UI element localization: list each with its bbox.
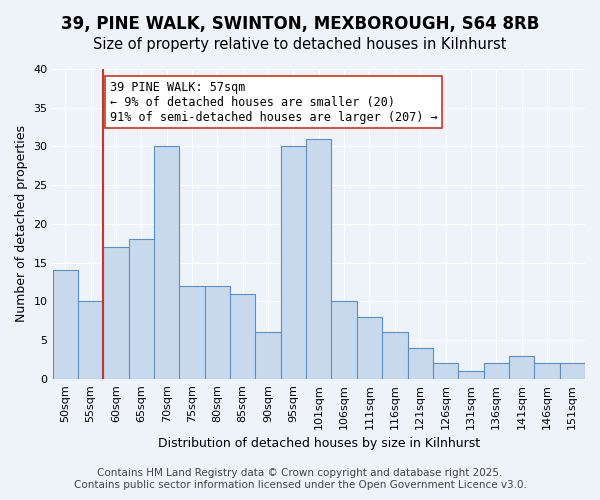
Bar xyxy=(78,302,103,379)
Bar xyxy=(205,286,230,379)
Text: Contains HM Land Registry data © Crown copyright and database right 2025.
Contai: Contains HM Land Registry data © Crown c… xyxy=(74,468,526,490)
Bar xyxy=(534,364,560,379)
Bar xyxy=(484,364,509,379)
Bar xyxy=(281,146,306,379)
Text: 39 PINE WALK: 57sqm
← 9% of detached houses are smaller (20)
91% of semi-detache: 39 PINE WALK: 57sqm ← 9% of detached hou… xyxy=(110,80,437,124)
Bar xyxy=(407,348,433,379)
Bar xyxy=(53,270,78,379)
Bar xyxy=(357,317,382,379)
Bar xyxy=(560,364,585,379)
Bar xyxy=(256,332,281,379)
Text: 39, PINE WALK, SWINTON, MEXBOROUGH, S64 8RB: 39, PINE WALK, SWINTON, MEXBOROUGH, S64 … xyxy=(61,15,539,33)
Bar xyxy=(179,286,205,379)
Bar xyxy=(230,294,256,379)
Bar xyxy=(433,364,458,379)
Bar xyxy=(458,371,484,379)
Bar xyxy=(331,302,357,379)
Bar xyxy=(128,240,154,379)
X-axis label: Distribution of detached houses by size in Kilnhurst: Distribution of detached houses by size … xyxy=(158,437,480,450)
Bar xyxy=(154,146,179,379)
Text: Size of property relative to detached houses in Kilnhurst: Size of property relative to detached ho… xyxy=(93,38,507,52)
Y-axis label: Number of detached properties: Number of detached properties xyxy=(15,126,28,322)
Bar xyxy=(103,247,128,379)
Bar xyxy=(306,138,331,379)
Bar xyxy=(509,356,534,379)
Bar xyxy=(382,332,407,379)
